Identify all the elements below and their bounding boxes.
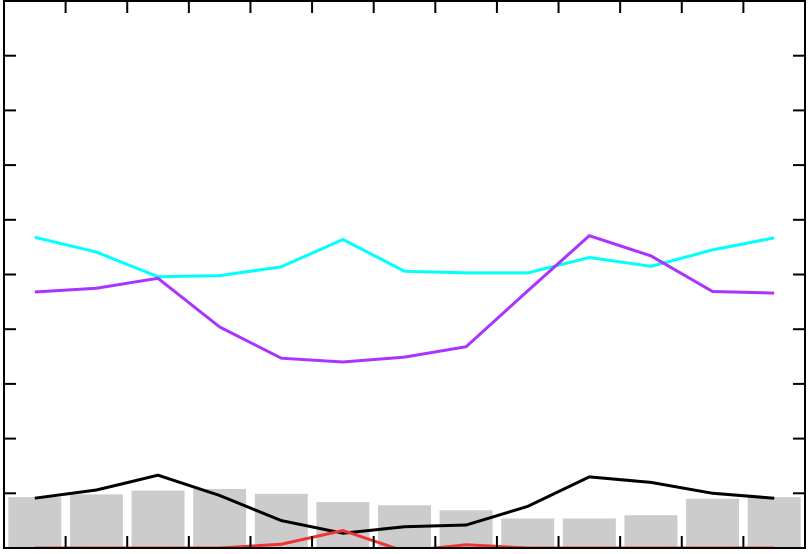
bar-10 <box>562 518 616 548</box>
axes-layer <box>3 0 806 549</box>
bar-13 <box>747 497 801 548</box>
bar-8 <box>439 510 493 548</box>
bar-1 <box>8 497 62 548</box>
bar-4 <box>193 488 247 548</box>
bar-6 <box>316 502 370 548</box>
bar-2 <box>69 494 123 548</box>
bar-3 <box>131 490 185 548</box>
series-line-1 <box>34 235 775 279</box>
lines-layer <box>34 234 775 548</box>
bar-11 <box>624 515 678 548</box>
bar-9 <box>501 518 555 548</box>
bar-12 <box>686 498 740 548</box>
series-line-3 <box>34 473 775 535</box>
series-line-2 <box>34 234 775 364</box>
